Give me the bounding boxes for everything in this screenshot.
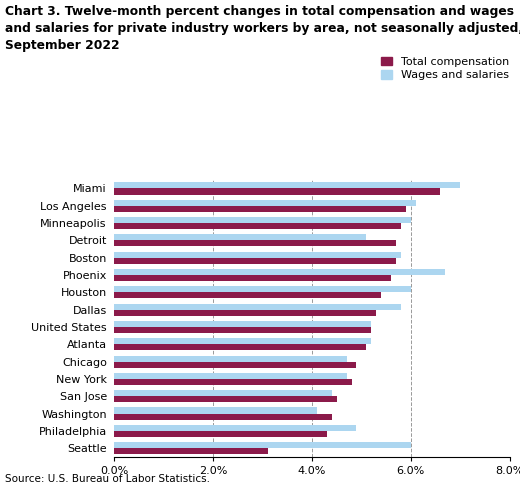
- Legend: Total compensation, Wages and salaries: Total compensation, Wages and salaries: [381, 56, 509, 80]
- Text: Source: U.S. Bureau of Labor Statistics.: Source: U.S. Bureau of Labor Statistics.: [5, 473, 210, 484]
- Bar: [114, 321, 371, 327]
- Bar: [114, 327, 371, 333]
- Bar: [114, 293, 381, 298]
- Bar: [114, 223, 401, 229]
- Bar: [114, 396, 336, 402]
- Bar: [114, 258, 396, 264]
- Bar: [114, 390, 332, 396]
- Bar: [114, 448, 267, 454]
- Bar: [114, 234, 366, 241]
- Bar: [114, 431, 327, 437]
- Bar: [114, 407, 317, 414]
- Text: and salaries for private industry workers by area, not seasonally adjusted,: and salaries for private industry worker…: [5, 22, 520, 35]
- Bar: [114, 241, 396, 246]
- Bar: [114, 200, 415, 206]
- Bar: [114, 286, 411, 293]
- Text: Chart 3. Twelve-month percent changes in total compensation and wages: Chart 3. Twelve-month percent changes in…: [5, 5, 514, 18]
- Bar: [114, 362, 357, 368]
- Bar: [114, 275, 391, 281]
- Bar: [114, 442, 411, 448]
- Bar: [114, 182, 460, 189]
- Bar: [114, 217, 411, 223]
- Bar: [114, 356, 346, 362]
- Bar: [114, 379, 352, 385]
- Text: September 2022: September 2022: [5, 39, 120, 52]
- Bar: [114, 425, 357, 431]
- Bar: [114, 206, 406, 212]
- Bar: [114, 338, 371, 344]
- Bar: [114, 310, 376, 316]
- Bar: [114, 373, 346, 379]
- Bar: [114, 269, 445, 275]
- Bar: [114, 414, 332, 419]
- Bar: [114, 304, 401, 310]
- Bar: [114, 252, 401, 258]
- Bar: [114, 189, 440, 194]
- Bar: [114, 344, 366, 350]
